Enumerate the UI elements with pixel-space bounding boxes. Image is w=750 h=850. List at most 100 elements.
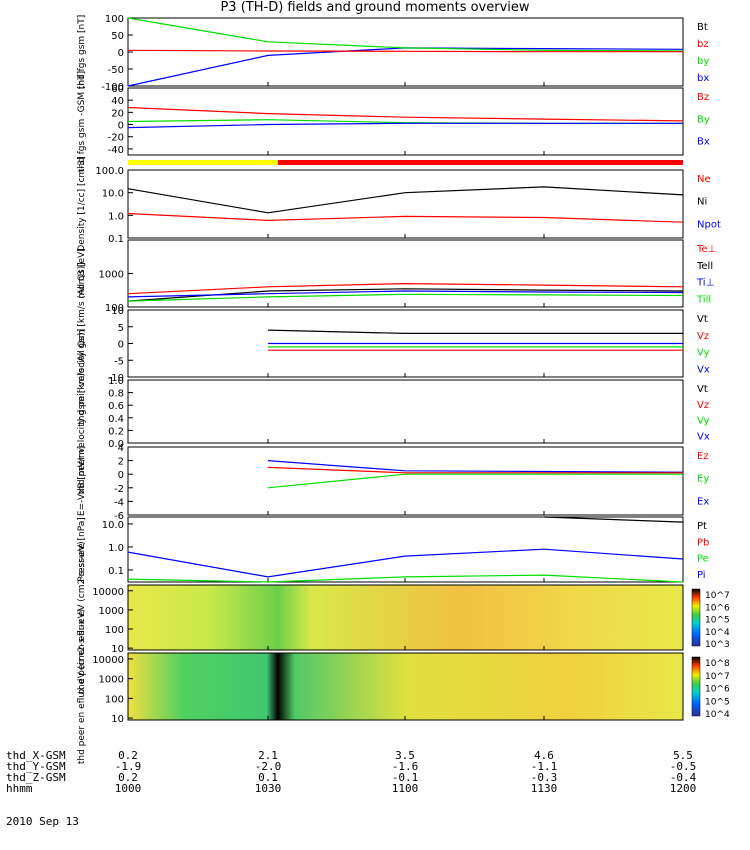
y-tick-label: 10 bbox=[111, 644, 124, 655]
y-tick-label: 100.0 bbox=[95, 166, 124, 177]
colorbar bbox=[691, 656, 701, 717]
legend-entry: Pi bbox=[697, 570, 706, 581]
y-axis-label: thd peer en eflux eV (cm2-s-sr-eV) bbox=[77, 609, 87, 764]
legend-entry: Tell bbox=[696, 261, 713, 272]
colorbar-tick-label: 10^7 bbox=[705, 591, 730, 601]
series-line-bz bbox=[127, 49, 683, 53]
legend-entry: by bbox=[697, 56, 709, 67]
footer-row-label: thd_X-GSM bbox=[6, 749, 66, 762]
y-tick-label: 2 bbox=[118, 457, 124, 468]
footer-row-value: -0.1 bbox=[391, 771, 419, 784]
y-tick-label: 0.1 bbox=[108, 234, 124, 245]
y-axis-label: thd peir en eflux eV (cm2-s-sr-eV) bbox=[77, 541, 87, 693]
y-tick-label: 5 bbox=[118, 323, 124, 334]
panel-frame bbox=[127, 239, 684, 308]
footer-row: thd_Z-GSM 0.2 0.1 -0.1 -0.3 -0.4 bbox=[6, 771, 696, 784]
y-tick-label: 20 bbox=[111, 108, 124, 119]
y-tick-label: -2 bbox=[114, 484, 124, 495]
legend-entry: Vy bbox=[697, 416, 710, 427]
heatmap-fill bbox=[128, 653, 683, 720]
legend-entry: Bx bbox=[697, 137, 710, 148]
footer-row-value: 4.6 bbox=[534, 749, 554, 762]
series-line-Ti⊥ bbox=[127, 282, 684, 295]
y-tick-label: 100 bbox=[105, 625, 124, 636]
y-tick-label: 4 bbox=[118, 443, 124, 454]
series-line-Ex bbox=[267, 460, 684, 473]
y-tick-label: -10 bbox=[108, 373, 124, 384]
footer-row-value: -1.9 bbox=[114, 760, 142, 773]
series-line-Pe bbox=[127, 574, 684, 583]
y-tick-label: -40 bbox=[108, 145, 124, 156]
legend-entry: Vx bbox=[697, 364, 710, 375]
y-tick-label: 0.2 bbox=[108, 426, 124, 437]
colorbar-tick-label: 10^4 bbox=[705, 710, 730, 720]
legend-entry: Bz bbox=[697, 92, 709, 103]
panel-frame bbox=[127, 169, 684, 239]
series-line-Bx bbox=[127, 122, 683, 129]
footer-row-value: 1130 bbox=[530, 782, 558, 795]
legend-entry: Vt bbox=[697, 384, 708, 395]
y-axis-label: E=-VxB [mV/m] bbox=[77, 446, 87, 516]
panel-frame bbox=[127, 379, 684, 444]
legend-entry: Npot bbox=[697, 219, 721, 230]
legend-entry: Ez bbox=[697, 451, 709, 462]
legend-entry: Vx bbox=[697, 431, 710, 442]
panel-frame bbox=[127, 516, 684, 583]
series-line-Till bbox=[127, 293, 684, 302]
footer-row-value: -0.3 bbox=[530, 771, 558, 784]
footer-row-value: -0.5 bbox=[669, 760, 697, 773]
legend-entry: Ex bbox=[697, 496, 709, 507]
series-line-Pt bbox=[543, 516, 684, 523]
legend-entry: Bt bbox=[697, 22, 708, 33]
y-tick-label: 10 bbox=[111, 306, 124, 317]
y-tick-label: 100 bbox=[105, 14, 124, 25]
y-tick-label: 1000 bbox=[99, 606, 124, 617]
y-tick-label: 0.1 bbox=[108, 566, 124, 577]
y-tick-label: 1.0 bbox=[108, 543, 124, 554]
overview-plot: P3 (TH-D) fields and ground moments over… bbox=[6, 0, 730, 827]
series-line-Ez bbox=[267, 466, 683, 474]
series-line-by bbox=[127, 17, 684, 52]
legend-entry: Till bbox=[696, 294, 711, 305]
footer-row-value: -0.4 bbox=[669, 771, 697, 784]
colorbar-tick-label: 10^7 bbox=[705, 672, 730, 682]
footer-row: thd_X-GSM 0.2 2.1 3.5 4.6 5.5 bbox=[6, 749, 693, 762]
footer-row-value: 3.5 bbox=[395, 749, 415, 762]
y-axis-label: mom3 [eV] bbox=[77, 248, 87, 298]
status-bar-red bbox=[277, 160, 683, 165]
y-tick-label: -6 bbox=[114, 511, 124, 522]
y-tick-label: 60 bbox=[111, 84, 124, 95]
footer-row-value: -1.6 bbox=[391, 760, 419, 773]
footer-row-value: 1000 bbox=[114, 782, 142, 795]
y-axis-label: thd fgs gsm [nT] bbox=[77, 15, 87, 90]
legend-entry: Ni bbox=[697, 197, 707, 208]
series-line-bx bbox=[127, 47, 684, 87]
colorbar-tick-label: 10^5 bbox=[705, 697, 730, 707]
y-axis-label: Density [1/cc] [cm-3] bbox=[77, 156, 87, 251]
series-line-Pi bbox=[127, 548, 684, 578]
footer-row-value: -2.0 bbox=[254, 760, 282, 773]
y-tick-label: 0.8 bbox=[108, 389, 124, 400]
footer-row-value: 0.2 bbox=[118, 771, 138, 784]
footer-row-label: hhmm bbox=[6, 782, 33, 795]
legend-entry: bz bbox=[697, 39, 709, 50]
colorbar-tick-label: 10^6 bbox=[705, 603, 730, 613]
y-tick-label: 100 bbox=[105, 303, 124, 314]
y-tick-label: 0.6 bbox=[108, 401, 124, 412]
legend-entry: By bbox=[697, 114, 710, 125]
footer-date: 2010 Sep 13 bbox=[6, 815, 79, 828]
footer-row: thd_Y-GSM -1.9 -2.0 -1.6 -1.1 -0.5 bbox=[6, 761, 696, 772]
series-line-Ey bbox=[267, 473, 683, 489]
colorbar-tick-label: 10^4 bbox=[705, 628, 730, 638]
legend-entry: Vy bbox=[697, 348, 710, 359]
colorbar-tick-label: 10^6 bbox=[705, 685, 730, 695]
y-tick-label: 0 bbox=[118, 340, 124, 351]
footer-row-label: thd_Z-GSM bbox=[6, 771, 66, 784]
colorbar-tick-label: 10^3 bbox=[705, 640, 730, 650]
y-tick-label: 0 bbox=[118, 121, 124, 132]
y-tick-label: -20 bbox=[108, 133, 124, 144]
y-tick-label: 0 bbox=[118, 470, 124, 481]
status-bar-yellow bbox=[128, 160, 278, 165]
legend-entry: Vz bbox=[697, 331, 709, 342]
